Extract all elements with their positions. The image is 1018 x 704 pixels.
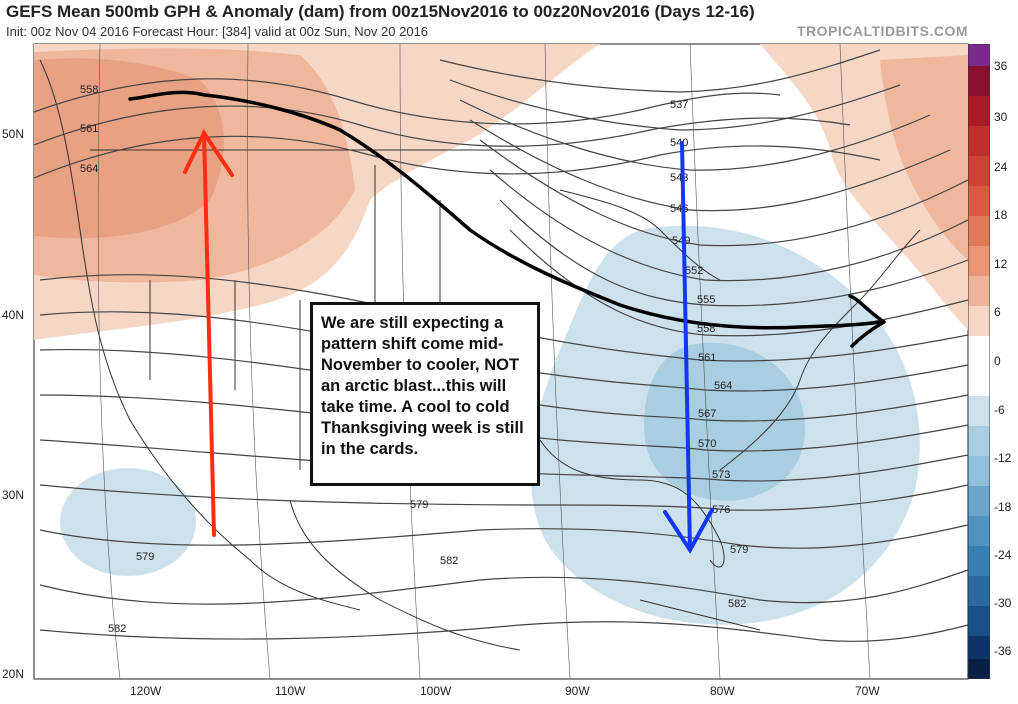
latitude-labels: 50N 40N 30N 20N	[2, 127, 24, 681]
contour-label: 555	[697, 294, 715, 306]
contour-label: 543	[670, 172, 688, 184]
colorbar-tick: -30	[994, 596, 1012, 610]
jet-stream-arrowhead	[848, 294, 886, 348]
coastlines	[39, 59, 921, 651]
annotation-box: We are still expecting a pattern shift c…	[310, 302, 540, 486]
lon-label: 110W	[275, 684, 306, 698]
lat-label: 20N	[2, 667, 24, 681]
contour-label: 561	[80, 123, 98, 135]
contour-label: 537	[670, 99, 688, 111]
contour-label: 576	[712, 504, 730, 516]
height-contours	[33, 49, 969, 642]
contour-label: 549	[672, 235, 690, 247]
red-arrow	[183, 128, 234, 537]
colorbar-tick: 6	[994, 305, 1001, 319]
contour-label: 561	[698, 352, 716, 364]
colorbar-tick: 36	[994, 59, 1008, 73]
colorbar-tick: -12	[994, 451, 1012, 465]
colorbar-tick: 12	[994, 257, 1008, 271]
lat-label: 30N	[2, 488, 24, 502]
contour-label: 579	[136, 551, 154, 563]
contour-label: 546	[670, 203, 688, 215]
colorbar-tick: -18	[994, 500, 1012, 514]
contour-label: 579	[410, 499, 428, 511]
contour-label: 582	[108, 623, 126, 635]
contour-label: 567	[698, 408, 716, 420]
map-subtitle: Init: 00z Nov 04 2016 Forecast Hour: [38…	[6, 24, 429, 39]
contour-label: 558	[80, 84, 98, 96]
colorbar-tick: -24	[994, 548, 1012, 562]
contour-label: 552	[685, 265, 703, 277]
colorbar-tick: -36	[994, 644, 1012, 658]
cold-anomaly-pacific	[60, 468, 196, 576]
contour-label: 570	[698, 438, 716, 450]
colorbar-tick: 0	[994, 354, 1001, 368]
contour-label: 540	[670, 137, 688, 149]
lat-label: 40N	[2, 308, 24, 322]
contour-label: 582	[728, 598, 746, 610]
lon-label: 120W	[130, 684, 162, 698]
contour-label: 579	[730, 544, 748, 556]
lon-label: 70W	[855, 684, 880, 698]
lon-label: 80W	[710, 684, 735, 698]
contour-label: 573	[712, 469, 730, 481]
contour-label: 582	[440, 555, 458, 567]
anomaly-colorbar	[968, 44, 990, 679]
colorbar-tick: 24	[994, 160, 1008, 174]
jet-stream-path	[128, 90, 882, 330]
contour-label: 564	[80, 163, 98, 175]
warm-anomaly-northeast-inner	[880, 55, 968, 260]
cold-anomaly-east-inner	[644, 342, 805, 501]
lon-label: 90W	[565, 684, 590, 698]
brand-watermark: TROPICALTIDBITS.COM	[796, 23, 968, 39]
map-title: GEFS Mean 500mb GPH & Anomaly (dam) from…	[6, 2, 755, 21]
colorbar-tick: 30	[994, 110, 1008, 124]
colorbar-tick: 18	[994, 208, 1008, 222]
lat-label: 50N	[2, 127, 24, 141]
colorbar-tick: -6	[994, 403, 1005, 417]
lon-label: 100W	[420, 684, 452, 698]
longitude-labels: 120W 110W 100W 90W 80W 70W	[130, 684, 880, 698]
blue-arrow	[663, 141, 714, 554]
contour-label: 564	[714, 380, 732, 392]
